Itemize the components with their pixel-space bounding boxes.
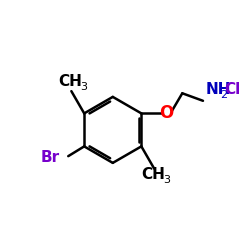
Text: 3: 3: [163, 174, 170, 184]
Text: NH: NH: [206, 82, 231, 97]
Text: Br: Br: [40, 150, 60, 166]
Text: O: O: [159, 104, 173, 122]
Text: Cl: Cl: [224, 82, 241, 97]
Text: CH: CH: [141, 167, 165, 182]
Text: 3: 3: [80, 82, 87, 92]
Text: 2: 2: [220, 90, 228, 100]
Text: CH: CH: [58, 74, 82, 89]
